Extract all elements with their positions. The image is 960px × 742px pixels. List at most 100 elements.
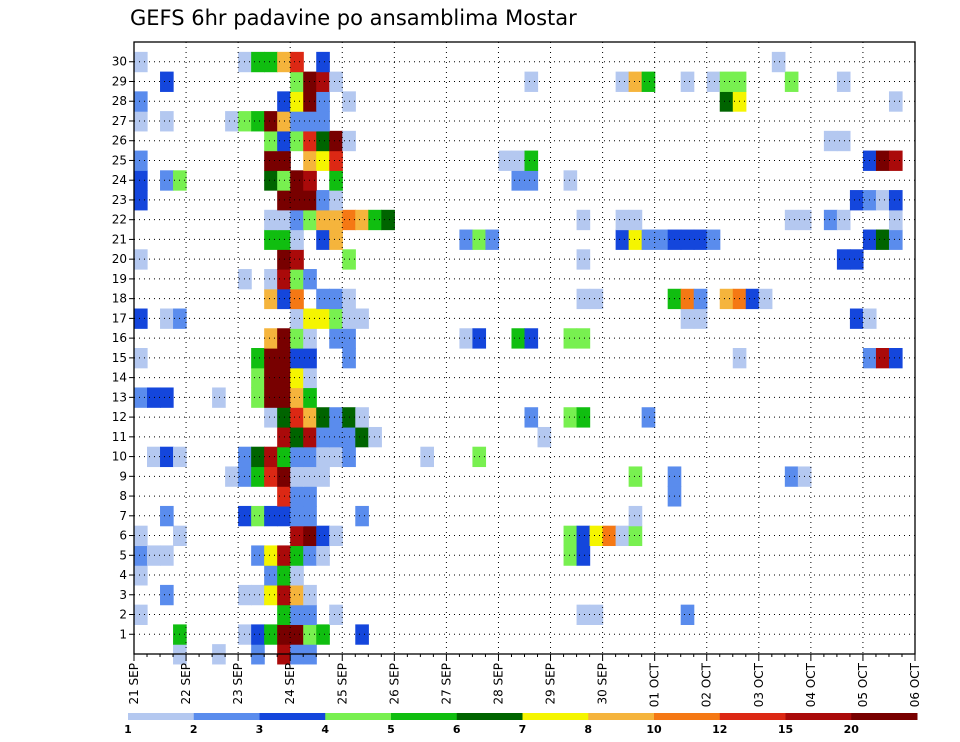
heatmap-cell	[303, 505, 317, 527]
heatmap-cell	[303, 584, 317, 606]
y-tick-label: 20	[112, 252, 127, 266]
heatmap-cell	[160, 505, 174, 527]
heatmap-cell	[316, 525, 330, 547]
heatmap-cell	[316, 190, 330, 211]
heatmap-cell	[329, 209, 343, 231]
heatmap-cell	[719, 91, 734, 112]
heatmap-cell	[264, 288, 278, 310]
legend-swatch	[851, 713, 918, 720]
heatmap-cell	[524, 328, 539, 349]
heatmap-cell	[264, 624, 278, 645]
heatmap-cell	[251, 505, 265, 527]
heatmap-cell	[277, 387, 291, 408]
heatmap-cell	[290, 387, 304, 408]
heatmap-cell	[290, 565, 304, 586]
x-tick-label: 27 SEP	[439, 663, 453, 705]
heatmap-cell	[251, 584, 265, 606]
heatmap-cell	[303, 486, 317, 507]
y-tick-label: 7	[119, 509, 127, 523]
heatmap-cell	[615, 229, 630, 250]
heatmap-cell	[680, 604, 695, 625]
heatmap-cell	[264, 466, 278, 487]
x-tick-label: 28 SEP	[492, 663, 506, 705]
heatmap-cell	[355, 505, 369, 527]
heatmap-cell	[511, 328, 526, 349]
legend-swatch	[785, 713, 852, 720]
x-tick-label: 06 OCT	[908, 662, 922, 707]
heatmap-cell	[134, 387, 148, 408]
heatmap-cell	[693, 288, 708, 310]
heatmap-cell	[784, 466, 799, 487]
heatmap-cell	[277, 190, 291, 211]
heatmap-cell	[849, 190, 864, 211]
x-tick-label: 01 OCT	[648, 662, 662, 707]
legend-swatch	[259, 713, 326, 720]
y-tick-label: 9	[119, 469, 127, 483]
heatmap-cell	[134, 604, 148, 625]
heatmap-cell	[329, 604, 343, 625]
y-tick-label: 4	[119, 568, 127, 582]
heatmap-cell	[277, 545, 291, 566]
heatmap-cell	[524, 71, 539, 92]
heatmap-cell	[771, 51, 786, 73]
heatmap-cell	[680, 229, 695, 250]
heatmap-cell	[251, 387, 265, 408]
heatmap-cell	[680, 288, 695, 310]
heatmap-cell	[290, 209, 304, 231]
heatmap-cell	[888, 91, 903, 112]
x-axis: 21 SEP 22 SEP 23 SEP 24 SEP 25 SEP 26 SEP 27 S…	[127, 654, 922, 707]
heatmap-cell	[277, 348, 291, 369]
heatmap-cell	[277, 466, 291, 487]
heatmap-cell	[264, 130, 278, 152]
heatmap-cell	[368, 426, 382, 448]
y-tick-label: 12	[112, 410, 127, 424]
heatmap-cell	[225, 111, 239, 132]
heatmap-cell	[264, 545, 278, 566]
heatmap-cell	[836, 209, 851, 231]
heatmap-cell	[888, 190, 903, 211]
heatmap-cell	[134, 150, 148, 171]
y-axis: 1234567891011121314151617181920212223242…	[112, 55, 134, 641]
heatmap-cell	[290, 91, 304, 112]
heatmap-cell	[576, 288, 591, 310]
heatmap-cell	[641, 229, 656, 250]
heatmap-cell	[875, 190, 890, 211]
heatmap-cell	[316, 624, 330, 645]
y-tick-label: 30	[112, 55, 127, 69]
heatmap-cell	[849, 308, 864, 329]
heatmap-cell	[316, 426, 330, 448]
heatmap-cell	[290, 407, 304, 428]
heatmap-cell	[264, 584, 278, 606]
heatmap-cell	[134, 348, 148, 369]
heatmap-cell	[290, 525, 304, 547]
heatmap-cell	[303, 446, 317, 468]
legend-swatch	[588, 713, 655, 720]
heatmap-cell	[264, 565, 278, 586]
y-tick-label: 23	[112, 193, 127, 207]
y-tick-label: 14	[112, 371, 127, 385]
heatmap-cell	[576, 407, 591, 428]
heatmap-cell	[134, 308, 148, 329]
y-tick-label: 6	[119, 529, 127, 543]
heatmap-cell	[355, 426, 369, 448]
heatmap-cell	[147, 446, 161, 468]
heatmap-cell	[277, 51, 291, 73]
heatmap-cell	[264, 150, 278, 171]
x-tick-label: 04 OCT	[804, 662, 818, 707]
heatmap-cell	[381, 209, 395, 231]
y-tick-label: 18	[112, 292, 127, 306]
heatmap-cell	[303, 407, 317, 428]
heatmap-cell	[277, 407, 291, 428]
heatmap-cell	[719, 288, 734, 310]
heatmap-cell	[251, 446, 265, 468]
x-tick-label: 29 SEP	[544, 663, 558, 705]
legend-label: 5	[387, 723, 395, 736]
heatmap-cell	[303, 111, 317, 132]
y-tick-label: 15	[112, 351, 127, 365]
heatmap-cell	[784, 209, 799, 231]
y-tick-label: 1	[119, 627, 127, 641]
heatmap-cell	[303, 190, 317, 211]
y-tick-label: 19	[112, 272, 127, 286]
color-legend: 1 2 3 4 5 6 7 8 10 12 15 20	[124, 713, 918, 736]
